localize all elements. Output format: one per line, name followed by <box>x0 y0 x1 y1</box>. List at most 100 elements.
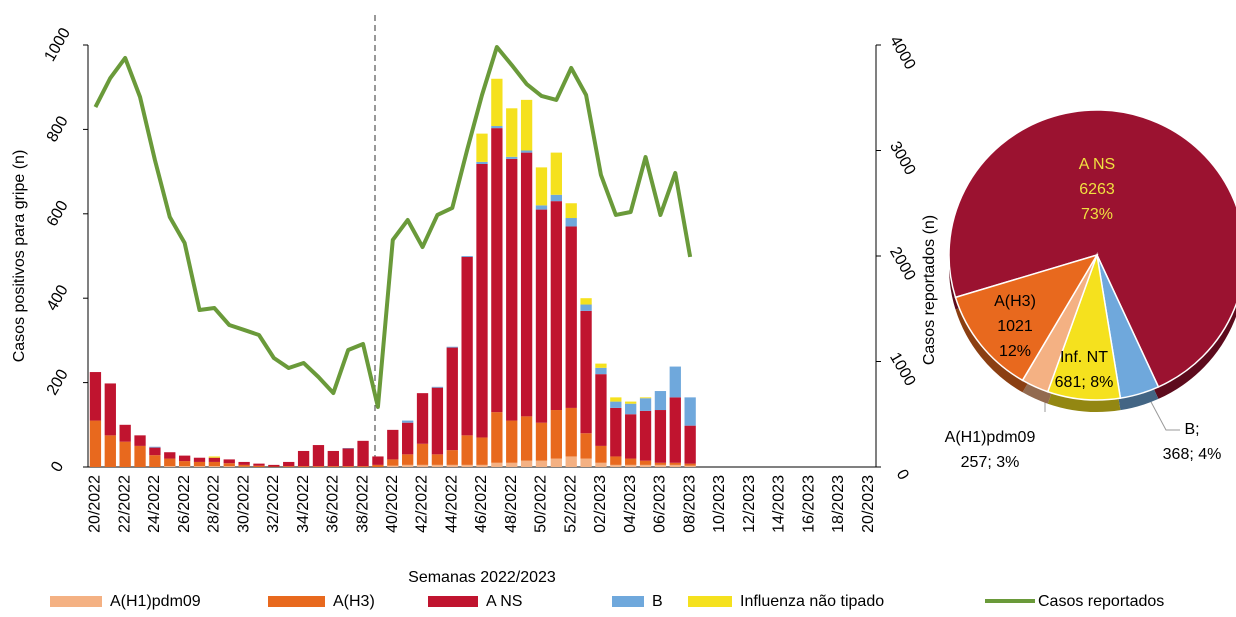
bar-segment <box>417 444 428 465</box>
bar-segment <box>253 466 264 467</box>
bar-segment <box>209 462 220 466</box>
bar-segment <box>179 456 190 461</box>
bar-segment <box>194 458 205 462</box>
bar-segment <box>521 100 532 151</box>
bar-segment <box>224 459 235 463</box>
bar-segment <box>224 463 235 466</box>
bar-segment <box>566 203 577 218</box>
bar-segment <box>551 201 562 410</box>
bar-segment <box>685 397 696 425</box>
bar-segment <box>432 387 443 388</box>
x-tick-label: 42/2022 <box>414 475 431 533</box>
pie-label: A(H1)pdm09 <box>945 429 1036 446</box>
bar-segment <box>521 151 532 153</box>
bar-segment <box>551 410 562 459</box>
bar-segment <box>506 421 517 463</box>
y2-tick-label: 1000 <box>886 350 919 389</box>
bar-segment <box>655 410 666 463</box>
bar-segment <box>476 437 487 464</box>
legend-label: Influenza não tipado <box>740 593 884 610</box>
bar-segment <box>313 466 324 467</box>
bar-segment <box>328 451 339 466</box>
bar-segment <box>506 157 517 159</box>
bar-segment <box>521 416 532 460</box>
x-tick-label: 28/2022 <box>206 475 223 533</box>
bar-segment <box>670 367 681 398</box>
y2-axis-title: Casos reportados (n) <box>921 215 938 365</box>
bar-segment <box>595 374 606 446</box>
bar-segment <box>105 383 116 435</box>
x-tick-label: 52/2022 <box>562 475 579 533</box>
bar-segment <box>417 393 428 444</box>
bar-segment <box>610 397 621 401</box>
bar-segment <box>402 423 413 455</box>
bar-segment <box>491 79 502 126</box>
bar-segment <box>120 425 131 442</box>
bar-segment <box>343 466 354 467</box>
bar-segment <box>149 447 160 448</box>
bar-segment <box>298 451 309 466</box>
legend-swatch <box>688 596 732 607</box>
bar-segment <box>149 455 160 467</box>
x-tick-label: 14/2023 <box>771 475 788 533</box>
bar-segment <box>432 454 443 465</box>
bar-segment <box>328 466 339 467</box>
bar-segment <box>640 397 651 398</box>
bar-segment <box>655 465 666 467</box>
x-tick-label: 32/2022 <box>265 475 282 533</box>
bar-segment <box>134 446 145 467</box>
bar-segment <box>283 462 294 466</box>
bar-segment <box>610 465 621 467</box>
pie-value-label: 12% <box>999 343 1031 360</box>
bar-segment <box>372 456 383 464</box>
pie-value-label: 257; 3% <box>961 454 1020 471</box>
bar-segment <box>491 412 502 463</box>
bar-segment <box>298 466 309 467</box>
y-tick-label: 600 <box>44 198 72 230</box>
bar-segment <box>402 465 413 467</box>
legend-swatch <box>428 596 478 607</box>
bar-segment <box>580 311 591 433</box>
bar-segment <box>224 466 235 467</box>
bar-segment <box>194 466 205 467</box>
bar-segment <box>566 218 577 226</box>
pie-value-label: 681; 8% <box>1055 374 1114 391</box>
bar-segment <box>387 459 398 465</box>
x-tick-label: 48/2022 <box>503 475 520 533</box>
bar-segment <box>610 402 621 408</box>
bar-segment <box>387 466 398 467</box>
bar-segment <box>536 210 547 423</box>
x-tick-label: 46/2022 <box>473 475 490 533</box>
bar-segment <box>120 442 131 467</box>
bar-segment <box>476 465 487 467</box>
pie-value-label: 73% <box>1081 206 1113 223</box>
bar-segment <box>506 463 517 467</box>
y-tick-label: 800 <box>44 113 72 145</box>
pie-value-label: 6263 <box>1079 181 1115 198</box>
x-tick-label: 18/2023 <box>830 475 847 533</box>
x-tick-label: 20/2022 <box>87 475 104 533</box>
bar-segment <box>506 108 517 157</box>
bar-segment <box>521 153 532 417</box>
bar-segment <box>625 414 636 458</box>
bar-segment <box>164 466 175 467</box>
bar-segment <box>164 459 175 467</box>
pie-label: Inf. NT <box>1060 349 1108 366</box>
bar-segment <box>625 459 636 465</box>
x-axis-title: Semanas 2022/2023 <box>408 569 556 586</box>
x-tick-label: 36/2022 <box>325 475 342 533</box>
x-tick-label: 16/2023 <box>800 475 817 533</box>
bar-segment <box>506 159 517 421</box>
bar-segment <box>521 461 532 467</box>
bar-segment <box>580 433 591 458</box>
bar-segment <box>149 448 160 456</box>
y-tick-label: 400 <box>44 282 72 314</box>
bar-segment <box>670 465 681 467</box>
bar-segment <box>209 466 220 467</box>
bar-segment <box>432 388 443 455</box>
bar-segment <box>685 466 696 467</box>
leader-line <box>1150 400 1180 430</box>
bar-segment <box>566 408 577 457</box>
line-series <box>95 47 690 407</box>
